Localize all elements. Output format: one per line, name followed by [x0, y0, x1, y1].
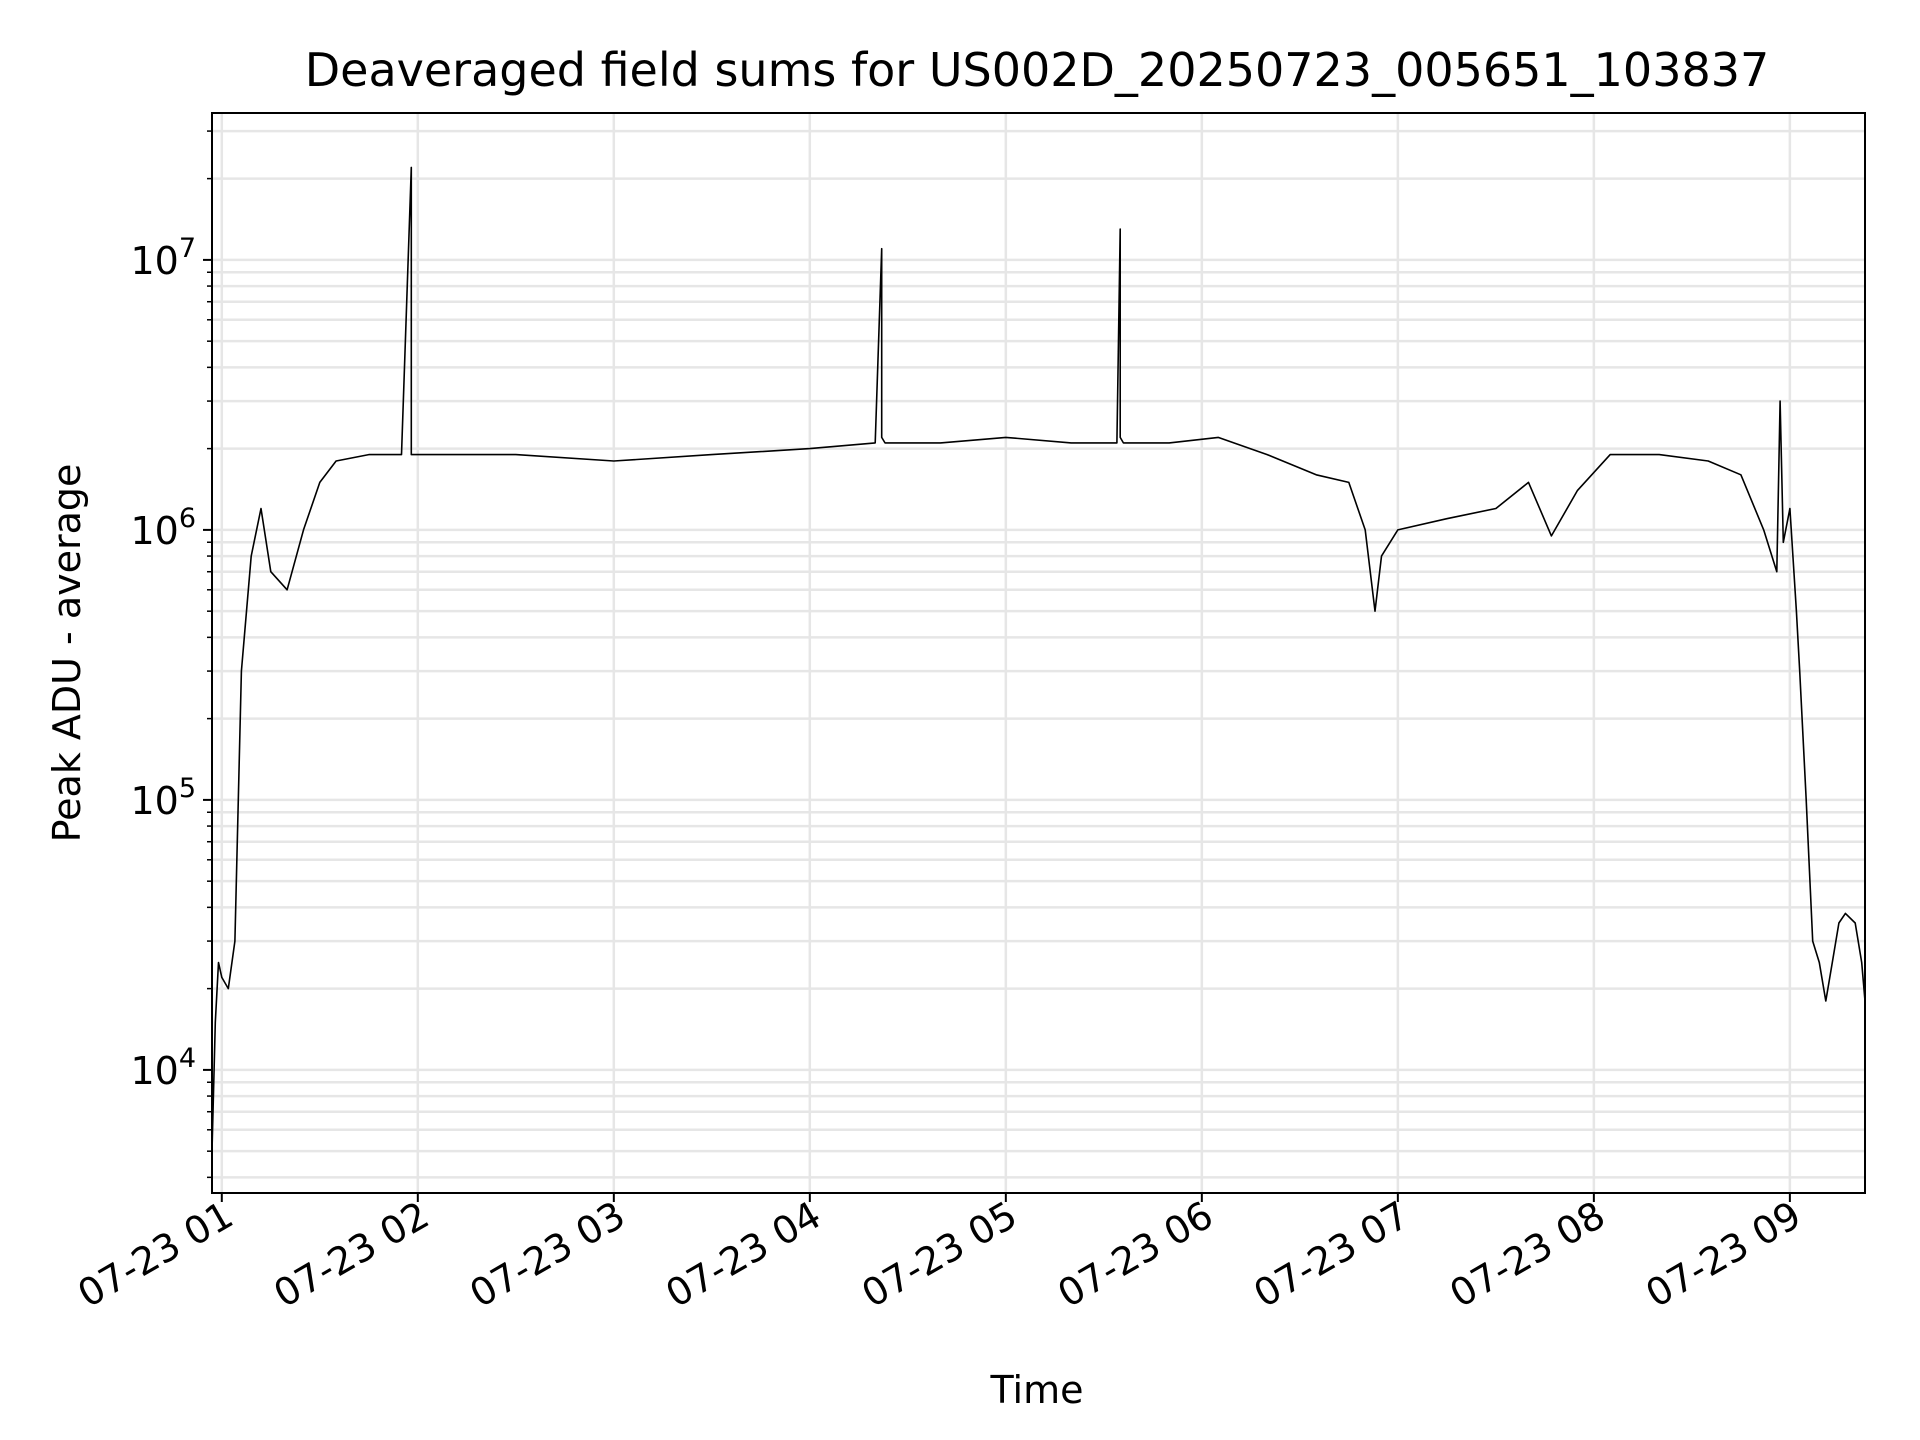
plot-area — [211, 112, 1866, 1194]
y-tick-label: 104 — [130, 1043, 196, 1093]
y-tick-exponent: 7 — [179, 233, 196, 264]
y-tick-label: 107 — [130, 233, 196, 283]
y-tick-exponent: 6 — [179, 503, 196, 534]
y-tick-exponent: 4 — [179, 1043, 196, 1074]
x-axis-label: Time — [990, 1368, 1084, 1412]
y-axis-label: Peak ADU - average — [45, 464, 89, 843]
y-tick-label: 106 — [130, 503, 196, 553]
series-line — [211, 166, 1866, 1152]
y-tick-exponent: 5 — [179, 773, 196, 804]
y-tick-base: 10 — [130, 1049, 178, 1093]
y-tick-label: 105 — [130, 773, 196, 823]
plot-frame — [211, 112, 1866, 1194]
plot-background — [212, 113, 1865, 1193]
grid-layer — [212, 113, 1865, 1193]
y-tick-base: 10 — [130, 239, 178, 283]
y-tick-base: 10 — [130, 509, 178, 553]
y-tick-base: 10 — [130, 779, 178, 823]
chart-title: Deaveraged field sums for US002D_2025072… — [305, 43, 1770, 97]
series-layer — [211, 166, 1866, 1152]
